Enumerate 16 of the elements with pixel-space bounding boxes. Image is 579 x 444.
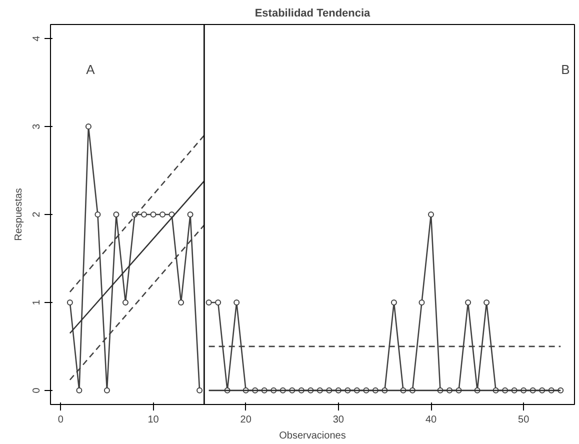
- y-tick-label: 2: [32, 211, 42, 218]
- annotation: A: [86, 62, 96, 77]
- y-tick-label: 3: [32, 123, 42, 130]
- y-axis-title: Respuestas: [14, 188, 24, 241]
- x-tick-label: 20: [240, 414, 252, 426]
- y-tick-label: 1: [32, 299, 42, 306]
- x-tick-label: 30: [332, 414, 344, 426]
- x-axis-title: Observaciones: [279, 430, 346, 442]
- y-tick-label: 0: [32, 387, 42, 394]
- annotation: B: [561, 62, 570, 77]
- chart-title: Estabilidad Tendencia: [254, 8, 372, 20]
- x-tick-label: 40: [425, 414, 437, 426]
- x-tick-label: 0: [58, 414, 64, 426]
- y-tick-label: 4: [32, 35, 42, 42]
- x-tick-label: 50: [518, 414, 530, 426]
- x-tick-label: 10: [148, 414, 160, 426]
